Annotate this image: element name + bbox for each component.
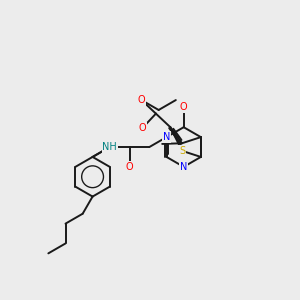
Text: NH: NH bbox=[102, 142, 117, 152]
Text: O: O bbox=[138, 95, 145, 105]
Text: O: O bbox=[139, 123, 146, 133]
Text: S: S bbox=[179, 146, 185, 156]
Text: O: O bbox=[126, 162, 134, 172]
Text: N: N bbox=[163, 132, 170, 142]
Text: N: N bbox=[180, 162, 188, 172]
Text: O: O bbox=[180, 102, 188, 112]
